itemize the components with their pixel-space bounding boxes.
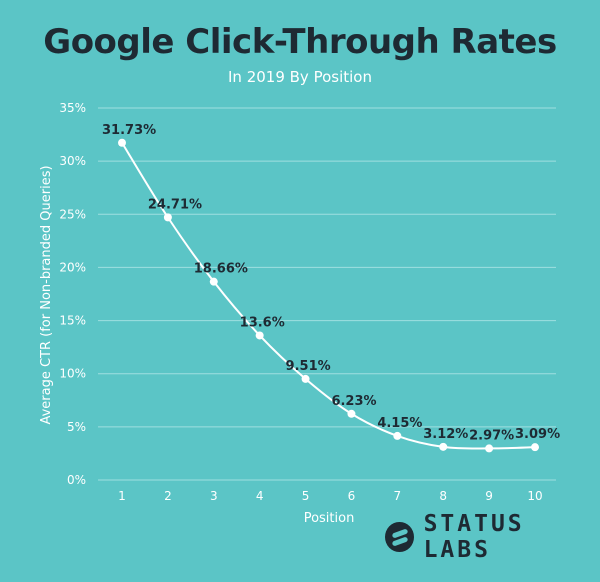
logo-text: STATUS LABS <box>423 511 525 563</box>
data-label: 6.23% <box>331 394 376 409</box>
x-tick-label: 5 <box>302 489 310 503</box>
grid-lines <box>98 107 556 481</box>
x-tick-label: 4 <box>256 489 264 503</box>
data-point <box>255 331 264 340</box>
y-tick-label: 20% <box>59 260 86 274</box>
data-point <box>347 409 356 418</box>
data-label: 4.15% <box>377 416 422 431</box>
x-tick-label: 3 <box>210 489 218 503</box>
y-tick-label: 5% <box>67 420 86 434</box>
data-point <box>531 443 539 452</box>
data-point <box>209 277 218 286</box>
x-tick-label: 2 <box>164 489 172 503</box>
data-point <box>163 213 172 222</box>
y-tick-label: 30% <box>59 154 86 168</box>
x-axis-label: Position <box>304 511 355 526</box>
data-point <box>393 431 402 440</box>
data-label: 9.51% <box>286 359 331 374</box>
x-tick-label: 9 <box>485 489 493 503</box>
data-point <box>118 138 126 147</box>
y-axis-label: Average CTR (for Non-branded Queries) <box>39 165 54 424</box>
status-labs-logo: STATUS LABS <box>385 511 600 563</box>
chart-subtitle: In 2019 By Position <box>228 68 372 86</box>
y-tick-label: 10% <box>59 367 86 381</box>
data-labels: 31.73%24.71%18.66%13.6%9.51%6.23%4.15%3.… <box>102 123 560 444</box>
x-tick-label: 8 <box>439 489 447 503</box>
x-tick-label: 10 <box>527 489 542 503</box>
x-axis-ticks: 1 2 3 4 5 6 7 8 9 10 <box>118 489 542 503</box>
status-labs-logo-icon <box>385 522 414 552</box>
ctr-series-line <box>121 142 536 450</box>
data-label: 3.09% <box>515 427 560 442</box>
data-label: 24.71% <box>148 197 202 212</box>
data-point <box>301 374 310 383</box>
x-tick-label: 7 <box>394 489 402 503</box>
series-points <box>118 138 539 453</box>
data-label: 18.66% <box>194 262 248 277</box>
data-label: 3.12% <box>423 427 468 442</box>
data-point <box>439 442 448 451</box>
y-tick-label: 25% <box>59 207 86 221</box>
series-line <box>121 142 536 450</box>
x-tick-label: 6 <box>348 489 356 503</box>
y-tick-label: 35% <box>59 101 86 115</box>
data-label: 31.73% <box>102 123 156 138</box>
y-tick-label: 0% <box>67 473 86 487</box>
data-label: 13.6% <box>240 315 285 330</box>
chart-title: Google Click-Through Rates <box>43 22 557 62</box>
y-tick-label: 15% <box>59 314 86 328</box>
data-point <box>485 444 494 453</box>
data-label: 2.97% <box>469 428 514 443</box>
y-axis-ticks: 0% 5% 10% 15% 20% 25% 30% 35% <box>59 101 86 487</box>
x-tick-label: 1 <box>118 489 126 503</box>
